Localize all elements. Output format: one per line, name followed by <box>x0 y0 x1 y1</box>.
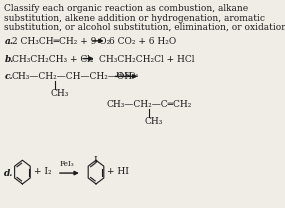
Text: Classify each organic reaction as combustion, alkane: Classify each organic reaction as combus… <box>4 4 249 13</box>
Text: CH₃CH₂CH₂Cl + HCl: CH₃CH₂CH₂Cl + HCl <box>99 55 194 64</box>
Text: d.: d. <box>4 169 14 178</box>
Text: CH₃—CH₂—CH—CH₂—OH: CH₃—CH₂—CH—CH₂—OH <box>12 72 133 81</box>
Text: I: I <box>94 156 97 165</box>
Text: 6 CO₂ + 6 H₂O: 6 CO₂ + 6 H₂O <box>109 37 176 46</box>
Text: + HI: + HI <box>107 167 129 176</box>
Text: b.: b. <box>4 55 14 64</box>
Text: FeI₃: FeI₃ <box>59 160 74 168</box>
Text: 2 CH₃CH═CH₂ + 9 O₂: 2 CH₃CH═CH₂ + 9 O₂ <box>12 37 110 46</box>
Text: CH₃: CH₃ <box>144 117 162 126</box>
Text: a.: a. <box>4 37 13 46</box>
Text: CH₃CH₂CH₃ + Cl₂: CH₃CH₂CH₃ + Cl₂ <box>12 55 93 64</box>
Text: CH₃—CH₂—C═CH₂: CH₃—CH₂—C═CH₂ <box>107 100 192 109</box>
Text: + I₂: + I₂ <box>34 167 52 176</box>
Text: substitution, or alcohol substitution, elimination, or oxidation.: substitution, or alcohol substitution, e… <box>4 23 285 32</box>
Text: H₂SO₄: H₂SO₄ <box>115 71 139 79</box>
Text: substitution, alkene addition or hydrogenation, aromatic: substitution, alkene addition or hydroge… <box>4 14 265 23</box>
Text: c.: c. <box>4 72 13 81</box>
Text: CH₃: CH₃ <box>50 89 69 98</box>
